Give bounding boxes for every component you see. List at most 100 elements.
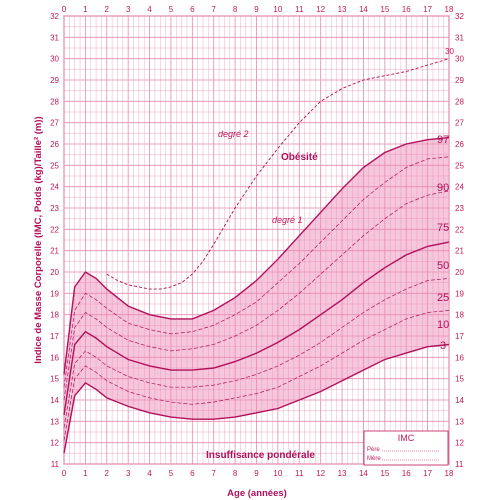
x-tick-label-bottom: 3	[126, 469, 131, 478]
y-axis-label: Indice de Masse Corporelle (IMC, Poids (…	[33, 116, 44, 363]
percentile-label-50: 50	[437, 260, 449, 272]
x-tick-label-bottom: 7	[211, 469, 216, 478]
y-tick-label-right: 16	[455, 353, 464, 362]
y-tick-label-left: 15	[50, 375, 59, 384]
percentile-label-25: 25	[437, 292, 449, 304]
x-tick-label-bottom: 13	[338, 469, 347, 478]
y-tick-label-left: 26	[50, 140, 59, 149]
x-tick-label-bottom: 6	[190, 469, 195, 478]
x-tick-label-top: 1	[83, 5, 88, 14]
y-tick-label-right: 30	[455, 55, 464, 64]
y-tick-label-right: 32	[455, 12, 464, 21]
annotation-degre-2: degré 2	[218, 129, 249, 139]
x-tick-label-top: 10	[273, 5, 282, 14]
y-tick-label-right: 22	[455, 225, 464, 234]
x-tick-label-top: 0	[62, 5, 67, 14]
y-tick-label-left: 28	[50, 97, 59, 106]
x-tick-label-bottom: 4	[147, 469, 152, 478]
x-tick-label-top: 13	[338, 5, 347, 14]
y-tick-label-left: 25	[50, 161, 59, 170]
percentile-label-10: 10	[437, 319, 449, 331]
curve-97	[63, 136, 450, 375]
curve-3	[63, 343, 450, 454]
percentile-label-97: 97	[437, 134, 449, 146]
curve-degr-2	[106, 58, 450, 290]
x-tick-label-bottom: 0	[62, 469, 67, 478]
x-tick-label-top: 4	[147, 5, 152, 14]
y-tick-label-right: 11	[455, 460, 464, 469]
x-tick-label-top: 11	[295, 5, 304, 14]
y-tick-label-right: 15	[455, 375, 464, 384]
y-tick-label-right: 19	[455, 289, 464, 298]
y-tick-label-left: 32	[50, 12, 59, 21]
x-axis-label: Age (années)	[227, 488, 287, 499]
y-tick-label-right: 26	[455, 140, 464, 149]
x-tick-label-bottom: 2	[105, 469, 110, 478]
y-tick-label-left: 29	[50, 76, 59, 85]
y-tick-label-left: 31	[50, 33, 59, 42]
x-tick-label-bottom: 12	[316, 469, 325, 478]
x-tick-label-bottom: 16	[402, 469, 411, 478]
y-tick-label-right: 29	[455, 76, 464, 85]
y-tick-label-right: 12	[455, 439, 464, 448]
x-tick-label-top: 16	[402, 5, 411, 14]
y-tick-label-right: 21	[455, 247, 464, 256]
y-tick-label-right: 14	[455, 396, 464, 405]
curve-50	[63, 241, 450, 416]
parents-bmi-legend: IMC Père Mère	[363, 430, 449, 466]
y-tick-label-left: 24	[50, 183, 59, 192]
curve-90	[63, 156, 450, 388]
x-tick-label-top: 6	[190, 5, 195, 14]
percentile-label-75: 75	[437, 222, 449, 234]
y-tick-label-left: 21	[50, 247, 59, 256]
legend-row-mere: Mère	[367, 456, 381, 462]
x-tick-label-bottom: 14	[359, 469, 368, 478]
percentile-label-90: 90	[437, 182, 449, 194]
y-tick-label-left: 30	[50, 55, 59, 64]
x-tick-label-top: 14	[359, 5, 368, 14]
y-tick-label-left: 19	[50, 289, 59, 298]
x-tick-label-top: 7	[211, 5, 216, 14]
y-tick-label-left: 11	[51, 460, 60, 469]
legend-box	[363, 430, 449, 466]
y-tick-label-right: 25	[455, 161, 464, 170]
y-tick-label-right: 23	[455, 204, 464, 213]
y-tick-label-right: 18	[455, 311, 464, 320]
x-tick-label-top: 8	[233, 5, 238, 14]
x-tick-label-bottom: 17	[423, 469, 432, 478]
x-tick-label-top: 5	[169, 5, 174, 14]
y-tick-label-right: 24	[455, 183, 464, 192]
curve-75	[63, 190, 450, 401]
y-tick-label-left: 27	[50, 119, 59, 128]
x-tick-label-top: 18	[445, 5, 454, 14]
x-tick-label-top: 15	[380, 5, 389, 14]
y-tick-label-left: 18	[50, 311, 59, 320]
y-tick-label-left: 13	[50, 417, 59, 426]
curve-10	[63, 310, 450, 441]
y-tick-label-right: 27	[455, 119, 464, 128]
y-tick-label-left: 20	[50, 268, 59, 277]
x-tick-label-bottom: 10	[273, 469, 282, 478]
y-tick-label-left: 17	[50, 332, 59, 341]
annotation-obesite: Obésité	[281, 152, 318, 163]
y-tick-label-right: 31	[455, 33, 464, 42]
legend-title: IMC	[398, 433, 415, 443]
y-tick-label-left: 23	[50, 204, 59, 213]
percentile-label-3: 3	[440, 340, 446, 352]
x-tick-label-top: 9	[254, 5, 259, 14]
curve-25	[63, 278, 450, 428]
x-tick-label-bottom: 5	[169, 469, 174, 478]
x-tick-label-bottom: 9	[254, 469, 259, 478]
x-tick-label-bottom: 11	[295, 469, 304, 478]
x-tick-label-top: 12	[316, 5, 325, 14]
y-tick-label-left: 14	[50, 396, 59, 405]
legend-row-pere: Père	[367, 447, 380, 453]
x-tick-label-bottom: 8	[233, 469, 238, 478]
y-tick-label-left: 16	[50, 353, 59, 362]
y-tick-label-right: 28	[455, 97, 464, 106]
y-tick-label-left: 22	[50, 225, 59, 234]
annotation-insuffisance-ponderale: Insuffisance pondérale	[206, 450, 315, 461]
degre2-end-marker: 30	[445, 47, 454, 56]
x-tick-label-top: 3	[126, 5, 131, 14]
